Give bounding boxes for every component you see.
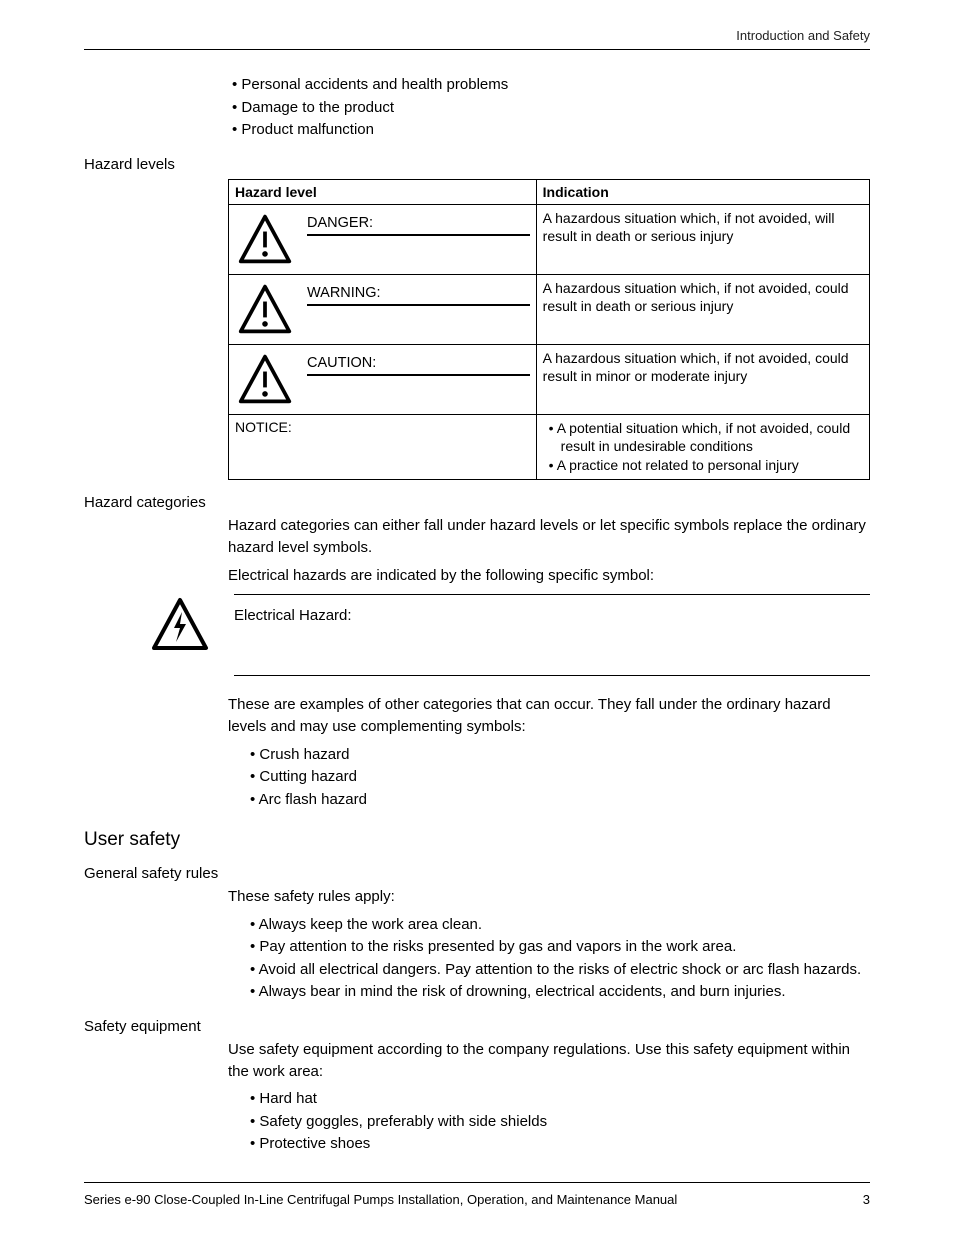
list-item: A potential situation which, if not avoi… (547, 419, 863, 457)
intro-bullet-list: Personal accidents and health problems D… (228, 74, 870, 142)
hazard-categories-heading: Hazard categories (84, 494, 870, 511)
list-item: Hard hat (246, 1088, 870, 1111)
electrical-hazard-icon (144, 594, 216, 659)
rule (234, 594, 870, 595)
hazard-label: CAUTION: (307, 355, 530, 376)
body-paragraph: Hazard categories can either fall under … (228, 515, 870, 559)
indication-text: A hazardous situation which, if not avoi… (536, 274, 869, 344)
list-item: Always bear in mind the risk of drowning… (246, 981, 870, 1004)
indication-text: A hazardous situation which, if not avoi… (536, 344, 869, 414)
warning-triangle-icon (235, 349, 295, 410)
list-item: Cutting hazard (246, 766, 870, 789)
list-item: Always keep the work area clean. (246, 914, 870, 937)
hazard-label: DANGER: (307, 215, 530, 236)
body-paragraph: These safety rules apply: (228, 886, 870, 908)
list-item: Safety goggles, preferably with side shi… (246, 1111, 870, 1134)
header-rule (84, 49, 870, 50)
user-safety-heading: User safety (84, 829, 870, 851)
page-header-chapter: Introduction and Safety (84, 28, 870, 43)
hazard-levels-heading: Hazard levels (84, 156, 870, 173)
list-item: Personal accidents and health problems (228, 74, 870, 97)
safety-equipment-bullets: Hard hat Safety goggles, preferably with… (246, 1088, 870, 1156)
page-number: 3 (863, 1192, 870, 1207)
list-item: Product malfunction (228, 119, 870, 142)
warning-triangle-icon (235, 209, 295, 270)
hazard-category-bullets: Crush hazard Cutting hazard Arc flash ha… (246, 744, 870, 812)
hazard-levels-table: Hazard level Indication DANGER: A hazard… (228, 179, 870, 481)
general-safety-heading: General safety rules (84, 865, 870, 882)
footer-rule (84, 1182, 870, 1183)
table-row: NOTICE: A potential situation which, if … (229, 414, 870, 480)
list-item: Pay attention to the risks presented by … (246, 936, 870, 959)
table-header: Hazard level (229, 179, 537, 204)
list-item: A practice not related to personal injur… (547, 456, 863, 475)
body-paragraph: Electrical hazards are indicated by the … (228, 565, 870, 587)
footer-title: Series e-90 Close-Coupled In-Line Centri… (84, 1192, 677, 1207)
list-item: Avoid all electrical dangers. Pay attent… (246, 959, 870, 982)
table-row: WARNING: A hazardous situation which, if… (229, 274, 870, 344)
rule (234, 675, 870, 676)
notice-indication-list: A potential situation which, if not avoi… (543, 419, 863, 476)
list-item: Arc flash hazard (246, 789, 870, 812)
safety-equipment-heading: Safety equipment (84, 1018, 870, 1035)
table-row: DANGER: A hazardous situation which, if … (229, 204, 870, 274)
body-paragraph: These are examples of other categories t… (228, 694, 870, 738)
electrical-hazard-label: Electrical Hazard: (234, 605, 870, 627)
table-row: CAUTION: A hazardous situation which, if… (229, 344, 870, 414)
body-paragraph: Use safety equipment according to the co… (228, 1039, 870, 1083)
list-item: Damage to the product (228, 97, 870, 120)
indication-text: A hazardous situation which, if not avoi… (536, 204, 869, 274)
list-item: Crush hazard (246, 744, 870, 767)
list-item: Protective shoes (246, 1133, 870, 1156)
hazard-label: NOTICE: (235, 419, 292, 435)
table-header: Indication (536, 179, 869, 204)
general-safety-bullets: Always keep the work area clean. Pay att… (246, 914, 870, 1004)
hazard-label: WARNING: (307, 285, 530, 306)
warning-triangle-icon (235, 279, 295, 340)
